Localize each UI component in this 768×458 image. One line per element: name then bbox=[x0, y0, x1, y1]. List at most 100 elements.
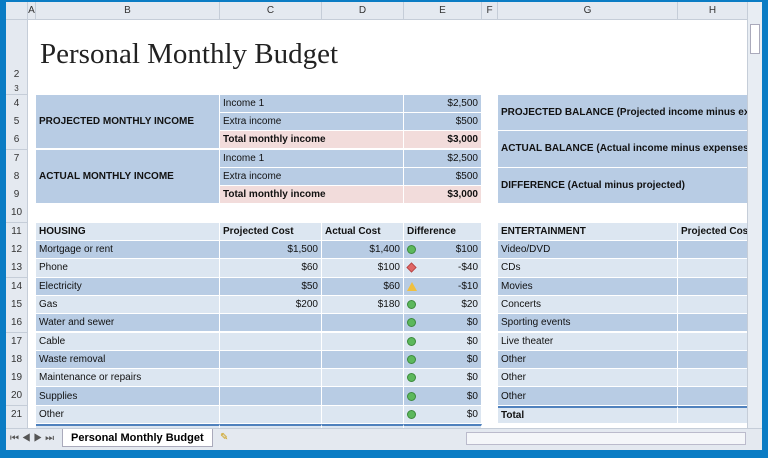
vertical-scrollbar[interactable] bbox=[747, 2, 762, 428]
row-header[interactable]: 21 bbox=[6, 405, 28, 425]
difference-cell: -$40 bbox=[404, 259, 482, 278]
row-header[interactable]: 10 bbox=[6, 204, 28, 224]
column-header[interactable]: A bbox=[28, 2, 36, 20]
entertainment-projected bbox=[678, 241, 748, 260]
row-header[interactable]: 15 bbox=[6, 295, 28, 315]
row-header[interactable]: 12 bbox=[6, 241, 28, 260]
income-item-value: $2,500 bbox=[404, 94, 482, 113]
table-header: Projected Cost bbox=[678, 222, 748, 241]
housing-item: Gas bbox=[36, 295, 220, 315]
actual-cost: $1,400 bbox=[322, 241, 404, 260]
entertainment-projected bbox=[678, 332, 748, 351]
green-circle-icon bbox=[407, 391, 416, 401]
column-header[interactable]: G bbox=[498, 2, 678, 20]
difference-cell: $0 bbox=[404, 350, 482, 370]
horizontal-scrollbar[interactable] bbox=[466, 432, 746, 445]
difference-value: -$10 bbox=[457, 280, 478, 292]
row-header[interactable]: 4 bbox=[6, 94, 28, 114]
row-header[interactable]: 13 bbox=[6, 259, 28, 279]
actual-cost bbox=[322, 405, 404, 424]
entertainment-item: Sporting events bbox=[498, 314, 678, 333]
difference-cell: $0 bbox=[404, 314, 482, 333]
row-header[interactable]: 2 bbox=[6, 20, 28, 85]
column-header[interactable]: D bbox=[322, 2, 404, 20]
table-header: Projected Cost bbox=[220, 222, 322, 241]
row-header[interactable]: 7 bbox=[6, 149, 28, 169]
row-header[interactable]: 8 bbox=[6, 167, 28, 187]
actual-cost bbox=[322, 387, 404, 406]
difference-value: $0 bbox=[466, 408, 478, 420]
difference-cell: $20 bbox=[404, 295, 482, 315]
projected-cost bbox=[220, 332, 322, 351]
income-item-label: Extra income bbox=[220, 167, 404, 187]
column-header[interactable]: C bbox=[220, 2, 322, 20]
column-header[interactable]: E bbox=[404, 2, 482, 20]
income-item-label: Extra income bbox=[220, 112, 404, 132]
entertainment-item: Other bbox=[498, 387, 678, 406]
column-header[interactable]: F bbox=[482, 2, 498, 20]
entertainment-projected bbox=[678, 387, 748, 406]
difference-cell: $100 bbox=[404, 241, 482, 260]
table-header: Actual Cost bbox=[322, 222, 404, 241]
entertainment-total-label: Total bbox=[498, 405, 678, 424]
income-item-label: Income 1 bbox=[220, 149, 404, 168]
housing-item: Mortgage or rent bbox=[36, 241, 220, 260]
row-header[interactable]: 9 bbox=[6, 186, 28, 206]
difference-cell: -$10 bbox=[404, 277, 482, 296]
entertainment-item: Other bbox=[498, 369, 678, 388]
projected-cost: $50 bbox=[220, 277, 322, 296]
row-header[interactable]: 19 bbox=[6, 369, 28, 389]
yellow-triangle-icon bbox=[407, 281, 417, 291]
actual-cost bbox=[322, 369, 404, 388]
insert-sheet-icon[interactable]: ✎ bbox=[220, 432, 229, 443]
tab-nav-arrows-icon[interactable]: ⏮ ◀ ▶ ⏭ bbox=[10, 433, 55, 444]
scroll-thumb[interactable] bbox=[750, 24, 760, 54]
row-header[interactable]: 16 bbox=[6, 314, 28, 334]
income-item-value: $500 bbox=[404, 112, 482, 132]
column-header[interactable]: H bbox=[678, 2, 748, 20]
actual-cost: $60 bbox=[322, 277, 404, 296]
housing-item: Maintenance or repairs bbox=[36, 369, 220, 388]
income-item-label: Total monthly income bbox=[220, 131, 404, 150]
row-header[interactable]: 11 bbox=[6, 222, 28, 242]
entertainment-total-value bbox=[678, 405, 748, 424]
actual-income-label: ACTUAL MONTHLY INCOME bbox=[36, 149, 220, 205]
row-header[interactable]: 14 bbox=[6, 277, 28, 297]
projected-cost bbox=[220, 369, 322, 388]
sheet-tab[interactable]: Personal Monthly Budget bbox=[62, 429, 213, 447]
housing-item: Phone bbox=[36, 259, 220, 278]
row-header[interactable]: 20 bbox=[6, 387, 28, 407]
difference-value: $20 bbox=[461, 299, 478, 311]
entertainment-item: Movies bbox=[498, 277, 678, 296]
select-all-corner[interactable] bbox=[6, 2, 28, 20]
row-header[interactable]: 17 bbox=[6, 332, 28, 352]
actual-cost: $100 bbox=[322, 259, 404, 278]
difference-value: $0 bbox=[466, 372, 478, 384]
difference-cell: $0 bbox=[404, 405, 482, 424]
entertainment-item: Video/DVD bbox=[498, 241, 678, 260]
entertainment-item: Other bbox=[498, 350, 678, 370]
income-item-value: $500 bbox=[404, 167, 482, 187]
row-header[interactable]: 18 bbox=[6, 350, 28, 370]
difference-cell: $0 bbox=[404, 387, 482, 406]
housing-item: Waste removal bbox=[36, 350, 220, 370]
sheet-tab-bar: ⏮ ◀ ▶ ⏭ Personal Monthly Budget ✎ bbox=[6, 428, 762, 450]
projected-cost bbox=[220, 387, 322, 406]
green-circle-icon bbox=[407, 300, 416, 310]
projected-cost: $200 bbox=[220, 295, 322, 315]
difference-value: $0 bbox=[466, 353, 478, 365]
income-item-label: Total monthly income bbox=[220, 186, 404, 205]
balance-label: ACTUAL BALANCE (Actual income minus expe… bbox=[498, 131, 748, 168]
table-header: HOUSING bbox=[36, 222, 220, 241]
entertainment-projected bbox=[678, 369, 748, 388]
actual-cost: $180 bbox=[322, 295, 404, 315]
housing-item: Other bbox=[36, 405, 220, 424]
row-header[interactable]: 5 bbox=[6, 112, 28, 132]
balance-label: PROJECTED BALANCE (Projected income minu… bbox=[498, 94, 748, 132]
actual-cost bbox=[322, 350, 404, 370]
difference-value: $0 bbox=[466, 335, 478, 347]
row-header[interactable]: 6 bbox=[6, 131, 28, 151]
column-header[interactable]: B bbox=[36, 2, 220, 20]
green-circle-icon bbox=[407, 336, 416, 346]
entertainment-item: Live theater bbox=[498, 332, 678, 351]
